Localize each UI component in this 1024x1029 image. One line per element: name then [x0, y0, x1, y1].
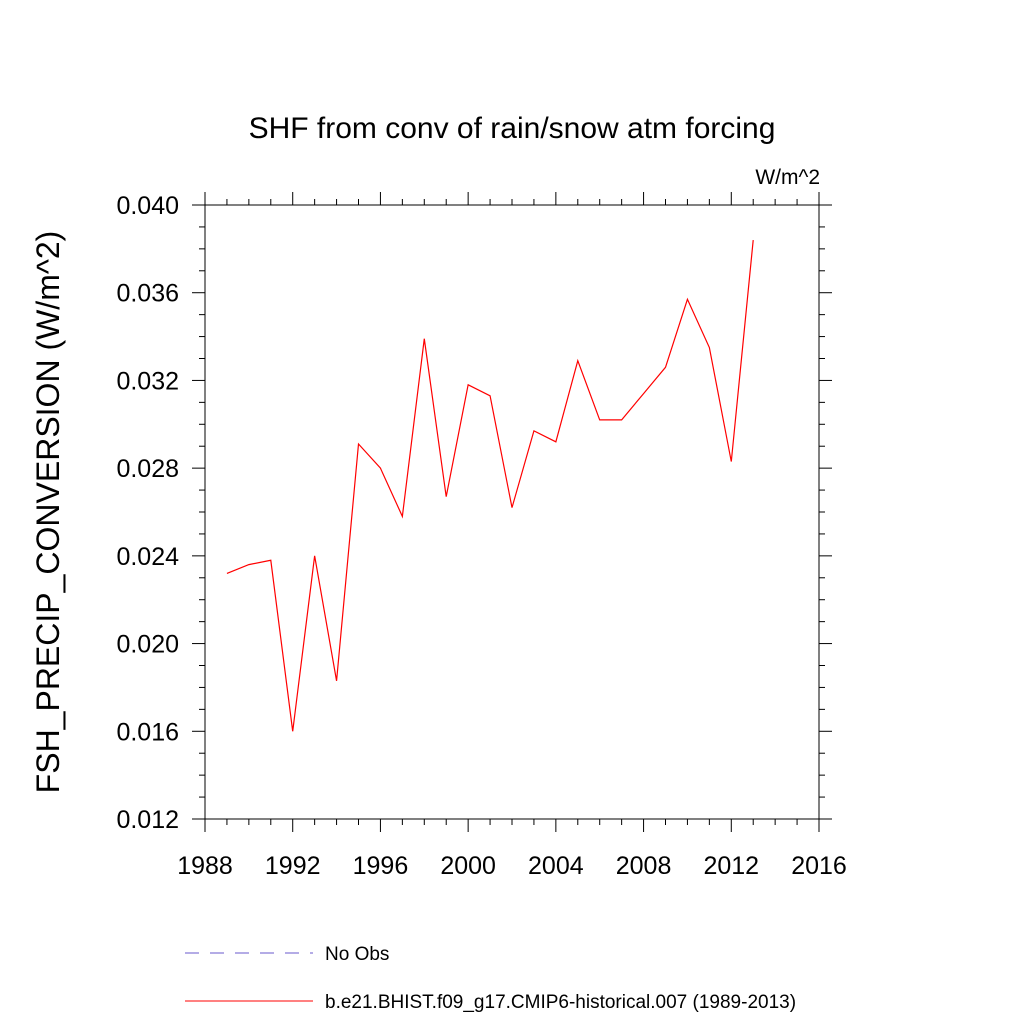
data-point: [489, 394, 492, 397]
y-tick-label: 0.028: [116, 455, 179, 483]
data-point: [313, 554, 316, 557]
data-point: [401, 515, 404, 518]
data-point: [269, 559, 272, 562]
axes: 1988 1992 1996 2000 2004 2008 2012 2016 0.012 0.0…: [116, 192, 847, 880]
x-tick-label: 1996: [353, 852, 409, 880]
series-group: [225, 239, 755, 733]
legend: No Obs b.e21.BHIST.f09_g17.CMIP6-historic…: [185, 944, 796, 1013]
data-point: [752, 239, 755, 242]
x-tick-label: 1992: [265, 852, 321, 880]
data-point: [335, 679, 338, 682]
x-tick-label: 2004: [528, 852, 584, 880]
data-point: [576, 359, 579, 362]
data-point: [357, 443, 360, 446]
data-point: [642, 392, 645, 395]
data-point: [247, 563, 250, 566]
x-tick-label: 2000: [440, 852, 496, 880]
units-label: W/m^2: [755, 166, 820, 189]
data-point: [532, 429, 535, 432]
plot-frame: [204, 204, 820, 820]
series-line-0: [226, 240, 754, 732]
legend-label-1: b.e21.BHIST.f09_g17.CMIP6-historical.007…: [325, 992, 796, 1013]
data-point: [225, 572, 228, 575]
x-tick-label: 2016: [791, 852, 847, 880]
legend-label-0: No Obs: [325, 944, 389, 965]
data-point: [445, 495, 448, 498]
data-point: [291, 730, 294, 733]
y-tick-label: 0.036: [116, 280, 179, 308]
data-point: [664, 366, 667, 369]
x-tick-label: 1988: [177, 852, 233, 880]
data-point: [620, 418, 623, 421]
data-point: [708, 346, 711, 349]
y-axis-label: FSH_PRECIP_CONVERSION (W/m^2): [30, 231, 66, 794]
data-point: [598, 418, 601, 421]
x-tick-label: 2008: [616, 852, 672, 880]
data-point: [686, 298, 689, 301]
data-point: [467, 383, 470, 386]
data-point: [554, 440, 557, 443]
y-tick-label: 0.020: [116, 631, 179, 659]
data-point: [423, 337, 426, 340]
y-tick-label: 0.040: [116, 192, 179, 220]
chart-title: SHF from conv of rain/snow atm forcing: [249, 112, 776, 145]
y-tick-label: 0.024: [116, 543, 179, 571]
y-tick-label: 0.016: [116, 718, 179, 746]
data-point: [379, 467, 382, 470]
y-tick-label: 0.032: [116, 367, 179, 395]
data-point: [730, 460, 733, 463]
x-tick-label: 2012: [703, 852, 759, 880]
data-point: [511, 506, 514, 509]
y-tick-label: 0.012: [116, 806, 179, 834]
